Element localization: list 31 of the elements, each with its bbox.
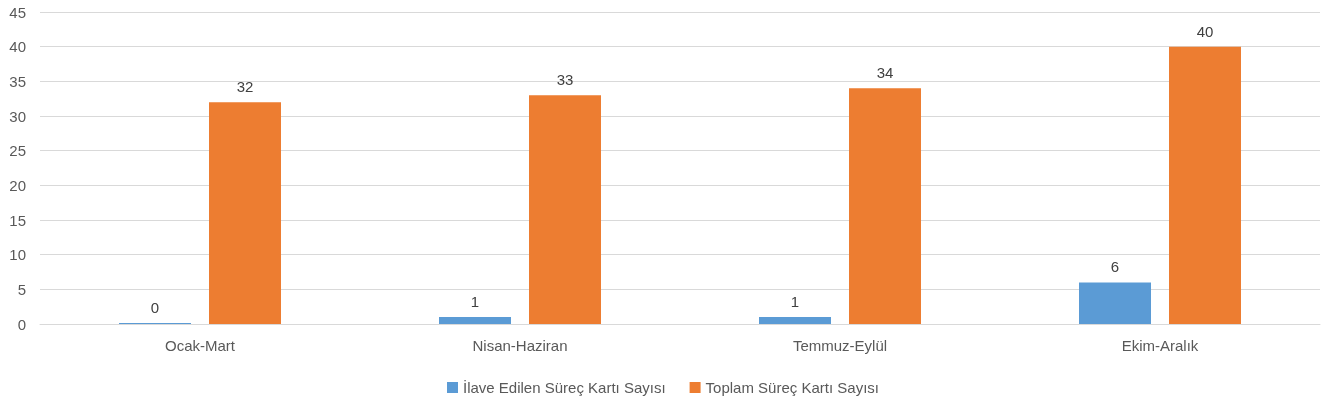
data-label: 1 [470,293,480,311]
y-tick-label: 20 [9,176,26,194]
data-label: 1 [790,293,800,311]
data-label: 34 [876,64,894,82]
y-tick-label: 10 [9,246,26,264]
bar [849,88,921,324]
y-tick-label: 0 [17,315,26,333]
x-tick-label: Ekim-Aralık [1121,337,1199,354]
bar [209,102,281,324]
y-tick-label: 35 [9,72,26,90]
x-tick-label: Ocak-Mart [164,337,236,354]
data-label: 0 [150,299,160,316]
x-tick-label: Temmuz-Eylül [792,337,888,354]
y-tick-label: 30 [9,107,26,125]
y-tick-label: 40 [9,38,26,56]
bar [529,95,601,324]
y-tick-label: 15 [9,211,26,229]
data-label: 40 [1196,22,1214,40]
bar [759,317,831,324]
y-tick-label: 5 [17,280,26,298]
data-label: 32 [236,78,254,96]
data-label: 33 [556,71,574,89]
x-tick-label: Nisan-Haziran [472,337,568,354]
legend-label: İlave Edilen Süreç Kartı Sayısı [463,379,666,396]
y-tick-label: 25 [9,142,26,160]
data-label: 6 [1110,258,1120,276]
bar [1079,282,1151,324]
bar [1169,46,1241,324]
legend-label: Toplam Süreç Kartı Sayısı [705,379,879,396]
bar [439,317,511,324]
y-tick-label: 45 [9,3,26,21]
